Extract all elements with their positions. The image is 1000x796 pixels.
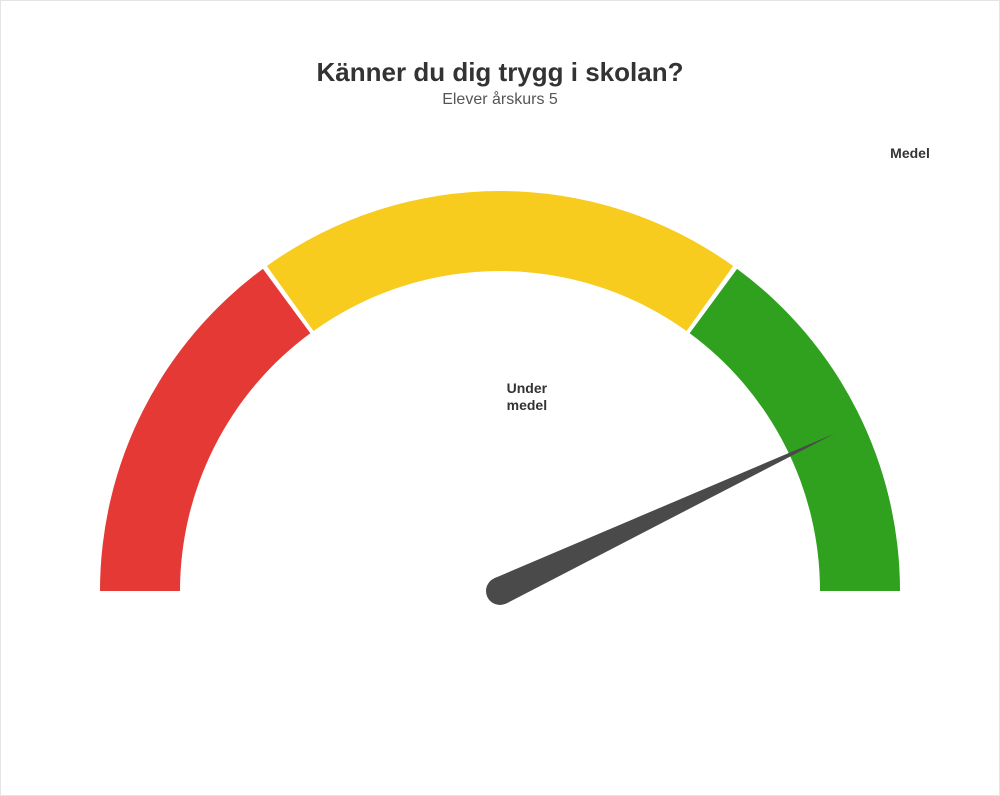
gauge-needle xyxy=(494,433,835,603)
gauge-segment xyxy=(100,269,310,591)
gauge-segment xyxy=(267,191,733,331)
chart-frame: { "title": "Känner du dig trygg i skolan… xyxy=(0,0,1000,796)
segment-label-under-medel: Under medel xyxy=(487,380,567,415)
gauge-segment xyxy=(690,269,900,591)
gauge-needle-cap xyxy=(486,577,514,605)
segment-label-medel: Medel xyxy=(870,145,950,163)
chart-title: Känner du dig trygg i skolan? xyxy=(1,57,999,88)
chart-subtitle: Elever årskurs 5 xyxy=(1,91,999,109)
